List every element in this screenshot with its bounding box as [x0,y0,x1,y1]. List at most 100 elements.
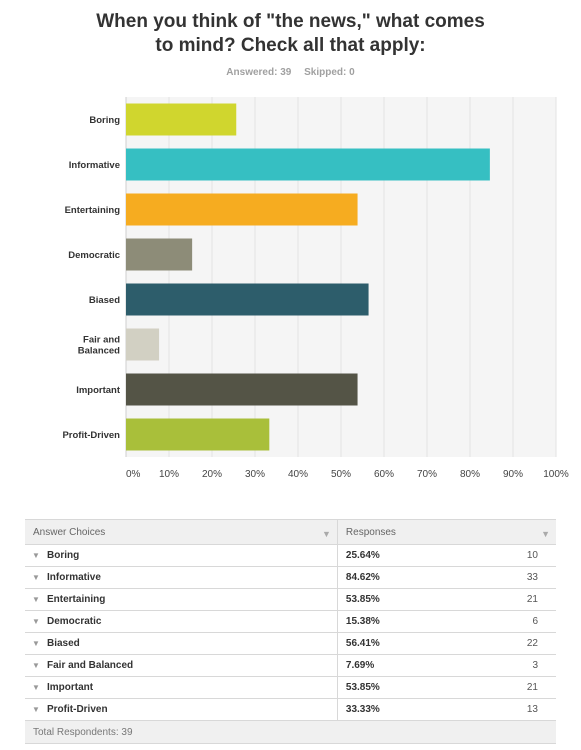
responses-header-label: Responses [345,526,396,538]
response-percent: 53.85% [345,594,380,605]
answer-choice-label: Boring [47,550,80,561]
response-percent: 56.41% [345,638,380,649]
x-tick-label: 70% [417,469,437,480]
response-count: 3 [441,654,556,677]
response-count: 6 [441,610,556,633]
bar [126,238,193,271]
response-percent: 33.33% [345,704,380,715]
expand-arrow-icon[interactable]: ▼ [32,573,40,582]
answer-choices-header[interactable]: Answer Choices ▼ [25,519,338,545]
response-percent-cell: 84.62% [337,566,442,589]
response-percent: 84.62% [345,572,380,583]
response-count: 33 [441,566,556,589]
table-row: ▼ Democratic 15.38% 6 [25,610,556,633]
table-row: ▼ Biased 56.41% 22 [25,632,556,655]
answer-choice-cell: ▼ Boring [25,544,338,567]
bar [126,148,490,181]
response-count: 22 [441,632,556,655]
x-tick-label: 80% [460,469,480,480]
response-percent: 53.85% [345,682,380,693]
answered-count: Answered: 39 [226,67,292,78]
category-label: Informative [69,160,120,171]
response-count: 21 [441,588,556,611]
response-percent-cell: 56.41% [337,632,442,655]
table-row: ▼ Boring 25.64% 10 [25,544,556,567]
response-stats: Answered: 39 Skipped: 0 [0,67,581,78]
x-tick-label: 20% [202,469,222,480]
bar [126,418,270,451]
category-label: Boring [89,115,120,126]
response-percent-cell: 53.85% [337,676,442,699]
answer-choices-header-label: Answer Choices [33,526,106,538]
answer-choice-cell: ▼ Democratic [25,610,338,633]
expand-arrow-icon[interactable]: ▼ [32,661,40,670]
bar [126,193,358,226]
expand-arrow-icon[interactable]: ▼ [32,639,40,648]
table-row: ▼ Profit-Driven 33.33% 13 [25,698,556,721]
expand-arrow-icon[interactable]: ▼ [32,705,40,714]
category-label: Balanced [78,346,120,357]
responses-header[interactable]: Responses ▼ [337,519,556,545]
response-percent: 15.38% [345,616,380,627]
table-row: ▼ Informative 84.62% 33 [25,566,556,589]
response-count: 13 [441,698,556,721]
response-percent: 25.64% [345,550,380,561]
sort-arrow-icon[interactable]: ▼ [321,528,331,539]
sort-arrow-icon[interactable]: ▼ [541,528,550,539]
answer-choice-label: Biased [47,638,80,649]
x-tick-label: 90% [503,469,523,480]
x-tick-label: 50% [331,469,351,480]
x-tick-label: 60% [374,469,394,480]
expand-arrow-icon[interactable]: ▼ [32,551,40,560]
x-tick-label: 30% [245,469,265,480]
answer-choice-cell: ▼ Biased [25,632,338,655]
expand-arrow-icon[interactable]: ▼ [32,683,40,692]
answer-choice-label: Profit-Driven [47,704,108,715]
table-body: ▼ Boring 25.64% 10 ▼ Informative 84.62% 33 ▼ Ente… [25,544,556,721]
bar-chart: 0% 10% 20% 30% 40% 50% 60% 70% 80% 90% 100% Boring I… [62,97,569,480]
question-title-line2: to mind? Check all that apply: [155,35,426,56]
category-label: Biased [89,295,120,306]
response-count: 10 [441,544,556,567]
response-count: 21 [441,676,556,699]
question-title-line1: When you think of "the news," what comes [96,11,485,32]
table-row: ▼ Entertaining 53.85% 21 [25,588,556,611]
question-title: When you think of "the news," what comes… [0,10,581,58]
answer-choice-cell: ▼ Fair and Balanced [25,654,338,677]
total-respondents: Total Respondents: 39 [25,720,556,744]
category-label: Profit-Driven [62,430,120,441]
answer-choice-label: Democratic [47,616,102,627]
response-percent-cell: 7.69% [337,654,442,677]
response-percent-cell: 15.38% [337,610,442,633]
table-row: ▼ Important 53.85% 21 [25,676,556,699]
answer-choice-label: Informative [47,572,101,583]
answer-choice-label: Fair and Balanced [47,660,134,671]
results-table: Answer Choices ▼ Responses ▼ ▼ Boring 25.6… [25,519,556,744]
expand-arrow-icon[interactable]: ▼ [32,595,40,604]
category-label: Fair and [83,335,120,346]
skipped-count: Skipped: 0 [304,67,355,78]
category-label: Important [76,385,121,396]
expand-arrow-icon[interactable]: ▼ [32,617,40,626]
answer-choice-cell: ▼ Informative [25,566,338,589]
table-header-row: Answer Choices ▼ Responses ▼ [25,519,556,545]
response-percent: 7.69% [345,660,375,671]
response-percent-cell: 33.33% [337,698,442,721]
category-label: Democratic [68,250,120,261]
answer-choice-label: Entertaining [47,594,106,605]
answer-choice-cell: ▼ Entertaining [25,588,338,611]
table-footer-row: Total Respondents: 39 [25,720,556,744]
answer-choice-label: Important [47,682,94,693]
x-tick-label: 0% [126,469,141,480]
table-row: ▼ Fair and Balanced 7.69% 3 [25,654,556,677]
bar [126,328,160,361]
bar [126,283,369,316]
bar [126,103,237,136]
x-tick-label: 10% [159,469,179,480]
x-tick-label: 40% [288,469,308,480]
response-percent-cell: 25.64% [337,544,442,567]
x-tick-label: 100% [543,469,569,480]
answer-choice-cell: ▼ Important [25,676,338,699]
answer-choice-cell: ▼ Profit-Driven [25,698,338,721]
bar [126,373,358,406]
